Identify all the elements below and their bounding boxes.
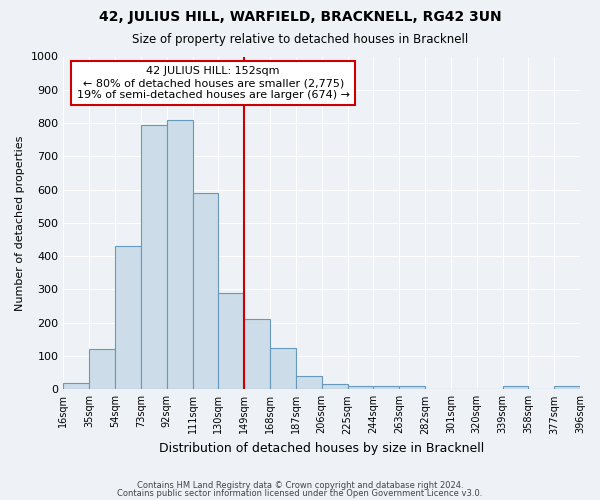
Text: Contains HM Land Registry data © Crown copyright and database right 2024.: Contains HM Land Registry data © Crown c… bbox=[137, 481, 463, 490]
Bar bbox=[244, 320, 270, 390]
Text: 42 JULIUS HILL: 152sqm
← 80% of detached houses are smaller (2,775)
19% of semi-: 42 JULIUS HILL: 152sqm ← 80% of detached… bbox=[77, 66, 350, 100]
Y-axis label: Number of detached properties: Number of detached properties bbox=[15, 135, 25, 310]
Bar bbox=[399, 386, 425, 390]
X-axis label: Distribution of detached houses by size in Bracknell: Distribution of detached houses by size … bbox=[159, 442, 484, 455]
Bar bbox=[347, 386, 373, 390]
Bar bbox=[167, 120, 193, 390]
Bar bbox=[296, 376, 322, 390]
Text: Contains public sector information licensed under the Open Government Licence v3: Contains public sector information licen… bbox=[118, 488, 482, 498]
Bar bbox=[64, 382, 89, 390]
Bar bbox=[554, 386, 580, 390]
Text: 42, JULIUS HILL, WARFIELD, BRACKNELL, RG42 3UN: 42, JULIUS HILL, WARFIELD, BRACKNELL, RG… bbox=[98, 10, 502, 24]
Bar bbox=[503, 386, 529, 390]
Bar bbox=[322, 384, 347, 390]
Text: Size of property relative to detached houses in Bracknell: Size of property relative to detached ho… bbox=[132, 32, 468, 46]
Bar bbox=[270, 348, 296, 390]
Bar bbox=[193, 193, 218, 390]
Bar bbox=[218, 293, 244, 390]
Bar bbox=[115, 246, 141, 390]
Bar bbox=[89, 350, 115, 390]
Bar bbox=[373, 386, 399, 390]
Bar bbox=[141, 124, 167, 390]
